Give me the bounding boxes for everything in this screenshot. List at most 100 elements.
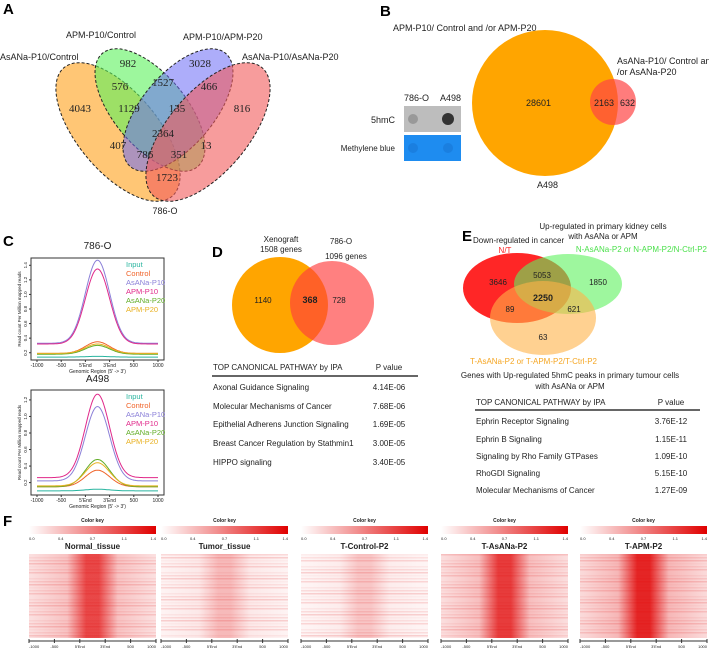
heatmap-row [161, 608, 288, 610]
y-tick-label: 0.2 [23, 349, 28, 356]
heatmap-row [161, 554, 288, 556]
table-cell: 4.14E-06 [373, 383, 406, 392]
heatmap-row [441, 584, 568, 586]
heatmap-row [29, 554, 156, 556]
y-tick-label: 1.2 [23, 396, 28, 403]
x-tick-label: -500 [601, 644, 610, 649]
heatmap-row [161, 635, 288, 637]
table-cell: 1.69E-05 [373, 420, 406, 429]
x-tick-label: 500 [399, 644, 406, 649]
heatmap-row [29, 590, 156, 592]
series-line-apm-p20 [37, 343, 158, 354]
color-key-tick: 0.4 [330, 536, 336, 541]
legend-entry: AsANa-P20 [126, 296, 165, 305]
heatmap-row [161, 575, 288, 577]
venn-count: 1129 [118, 103, 140, 115]
color-key-bar [301, 526, 428, 534]
venn-label: APM-P10/APM-P20 [183, 32, 263, 42]
heatmap-row [580, 566, 707, 568]
x-tick-label: 500 [130, 363, 139, 369]
color-key-tick: 0.4 [58, 536, 64, 541]
color-key-tick: 1.1 [533, 536, 539, 541]
y-tick-label: 1.2 [23, 276, 28, 283]
y-tick-label: 0.2 [23, 479, 28, 486]
legend-entry: AsANa-P10 [126, 278, 165, 287]
venn-label: 1508 genes [260, 245, 302, 254]
blot-dot [408, 143, 418, 153]
heatmap-row [301, 575, 428, 577]
venn-count: 407 [110, 140, 127, 152]
series-line-apm-p20 [37, 462, 158, 487]
venn-count: 3028 [189, 58, 212, 70]
heatmap-row [29, 575, 156, 577]
color-key-tick: 0.0 [29, 536, 35, 541]
venn-label: APM-P10/Control [66, 30, 136, 40]
venn-count: 632 [620, 98, 635, 108]
color-key-bar [29, 526, 156, 534]
table-cell: Ephrin Receptor Signaling [476, 417, 569, 426]
heatmap-row [301, 578, 428, 580]
table-cell: Epithelial Adherens Junction Signaling [213, 420, 349, 429]
venn-label: /or AsANa-P20 [617, 67, 677, 77]
color-key-tick: 0.0 [580, 536, 586, 541]
heatmap-row [301, 560, 428, 562]
y-tick-label: 1.4 [23, 262, 28, 269]
heatmap-row [441, 602, 568, 604]
heatmap-row [29, 602, 156, 604]
heatmap-row [580, 620, 707, 622]
heatmap-row [580, 593, 707, 595]
heatmap-row [29, 629, 156, 631]
heatmap-row [161, 566, 288, 568]
table-header: P value [376, 363, 403, 372]
heatmap-title: T-AsANa-P2 [482, 542, 528, 551]
heatmap-row [301, 620, 428, 622]
color-key-tick: 0.4 [609, 536, 615, 541]
heatmap-row [161, 623, 288, 625]
heatmap-row [441, 557, 568, 559]
venn-count: 1527 [152, 77, 175, 89]
heatmap-title: Tumor_tissue [199, 542, 251, 551]
heatmap-row [301, 593, 428, 595]
heatmap-row [301, 590, 428, 592]
venn-count: 89 [506, 305, 515, 314]
heatmap-row [580, 560, 707, 562]
heatmap-row [29, 572, 156, 574]
heatmap-title: T-Control-P2 [341, 542, 390, 551]
heatmap-row [580, 611, 707, 613]
table-cell: RhoGDI Signaling [476, 469, 540, 478]
heatmap-row [441, 611, 568, 613]
panel-label-d: D [212, 244, 223, 261]
heatmap-row [441, 581, 568, 583]
heatmap-tumor_tissue [161, 554, 288, 638]
venn-count: 576 [112, 81, 129, 93]
table-cell: 3.40E-05 [373, 458, 406, 467]
heatmap-row [301, 608, 428, 610]
color-key-tick: 1.4 [422, 536, 428, 541]
heatmap-row [441, 599, 568, 601]
heatmap-row [580, 596, 707, 598]
heatmap-row [580, 554, 707, 556]
heatmap-row [301, 599, 428, 601]
table-cell: 1.15E-11 [655, 435, 687, 444]
venn-caption: Genes with Up-regulated 5hmC peaks in pr… [461, 371, 679, 380]
heatmap-row [161, 620, 288, 622]
venn-caption: with AsANa or APM [534, 382, 605, 391]
x-tick-label: -1000 [580, 644, 591, 649]
heatmap-row [441, 596, 568, 598]
heatmap-row [29, 566, 156, 568]
venn-count: 2250 [533, 293, 553, 303]
table-cell: Breast Cancer Regulation by Stathmin1 [213, 439, 354, 448]
table-cell: Molecular Mechanisms of Cancer [476, 486, 595, 495]
heatmap-row [441, 614, 568, 616]
blot-row-label: Methylene blue [341, 144, 396, 153]
heatmap-row [441, 560, 568, 562]
color-key-bar [441, 526, 568, 534]
heatmap-row [441, 566, 568, 568]
heatmap-row [161, 560, 288, 562]
table-cell: 7.68E-06 [373, 402, 406, 411]
y-axis-label: Read count Per Million mapped reads [17, 404, 22, 480]
x-tick-label: -1000 [161, 644, 172, 649]
color-key-tick: 0.0 [441, 536, 447, 541]
heatmap-t-asana-p2 [441, 554, 568, 638]
heatmap-row [441, 623, 568, 625]
